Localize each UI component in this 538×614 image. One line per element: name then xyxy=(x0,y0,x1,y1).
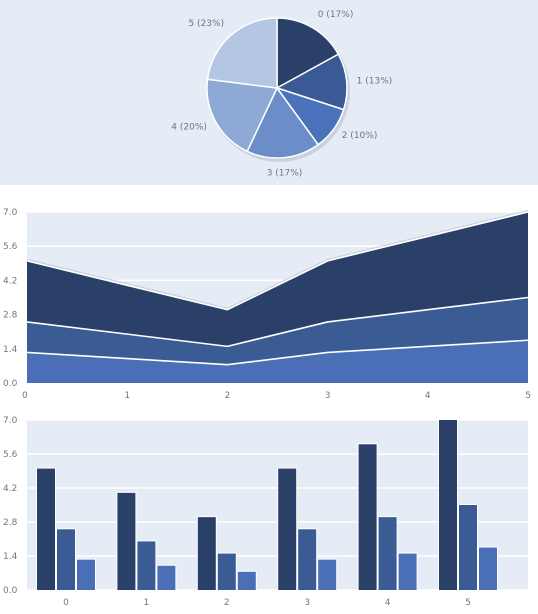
bar xyxy=(479,547,497,590)
area-series-line xyxy=(26,296,529,348)
x-tick-label: 0 xyxy=(63,598,69,608)
area-chart-panel: 0.0 1.4 2.8 4.2 5.6 7.0 0 1 2 3 4 5 xyxy=(0,200,538,405)
y-tick-label: 0.0 xyxy=(3,379,18,389)
area-series xyxy=(27,340,528,383)
pie-chart: 0 (17%) 1 (13%) 2 (10%) 3 (17%) 4 (20%) 5 (23… xyxy=(171,10,393,179)
bar xyxy=(137,541,156,590)
pie-slice-label: 3 (17%) xyxy=(267,169,303,179)
pie-slice xyxy=(206,17,278,89)
x-tick-label: 4 xyxy=(425,391,431,401)
x-tick-label: 2 xyxy=(224,598,230,608)
bar xyxy=(439,420,457,590)
bar xyxy=(378,517,397,590)
x-tick-label: 3 xyxy=(325,391,331,401)
bar xyxy=(217,553,236,590)
x-tick-label: 4 xyxy=(385,598,391,608)
pie-slice xyxy=(206,78,279,153)
area-top-outline xyxy=(26,210,529,309)
y-tick-label: 2.8 xyxy=(3,518,18,528)
x-tick-label: 2 xyxy=(225,391,231,401)
bar xyxy=(459,505,477,590)
pie-slice-label: 4 (20%) xyxy=(171,123,207,133)
bar xyxy=(117,492,136,590)
x-tick-label: 3 xyxy=(304,598,310,608)
y-tick-label: 5.6 xyxy=(3,242,18,252)
bar xyxy=(318,559,337,590)
bar xyxy=(358,444,377,590)
area-series-line xyxy=(26,339,529,366)
bar xyxy=(77,559,95,590)
y-tick-label: 1.4 xyxy=(3,552,18,562)
bar xyxy=(37,468,55,590)
x-tick-label: 5 xyxy=(525,391,531,401)
x-tick-label: 0 xyxy=(22,391,28,401)
y-tick-label: 4.2 xyxy=(3,484,17,494)
pie-slice xyxy=(275,53,348,111)
pie-slice-label: 1 (13%) xyxy=(357,76,393,86)
bar xyxy=(237,571,256,590)
pie-slice-label: 0 (17%) xyxy=(318,10,354,20)
x-tick-label: 5 xyxy=(465,598,471,608)
pie-slice-label: 2 (10%) xyxy=(342,131,378,141)
bar xyxy=(398,553,417,590)
bar xyxy=(157,565,176,590)
pie-chart-panel: 0 (17%) 1 (13%) 2 (10%) 3 (17%) 4 (20%) 5 (23… xyxy=(0,0,538,185)
x-tick-label: 1 xyxy=(144,598,150,608)
pie-slice xyxy=(246,86,320,159)
area-series xyxy=(27,212,528,347)
pie-slice-label: 5 (23%) xyxy=(188,19,224,29)
bar-chart-panel: 0.0 1.4 2.8 4.2 5.6 7.0 0 1 2 3 4 5 xyxy=(0,410,538,610)
area-series-line xyxy=(26,211,529,311)
area-series xyxy=(27,297,528,365)
bar xyxy=(298,529,317,590)
y-tick-label: 2.8 xyxy=(3,311,18,321)
grouped-bar-chart: 0.0 1.4 2.8 4.2 5.6 7.0 0 1 2 3 4 5 xyxy=(3,416,528,608)
stacked-area-chart: 0.0 1.4 2.8 4.2 5.6 7.0 0 1 2 3 4 5 xyxy=(3,208,531,401)
pie-slice xyxy=(276,17,340,90)
y-tick-label: 1.4 xyxy=(3,345,18,355)
y-tick-label: 7.0 xyxy=(3,208,18,218)
x-tick-label: 1 xyxy=(124,391,130,401)
bar xyxy=(197,517,216,590)
bar xyxy=(278,468,297,590)
y-tick-label: 0.0 xyxy=(3,586,18,596)
y-tick-label: 5.6 xyxy=(3,450,18,460)
y-tick-label: 4.2 xyxy=(3,276,17,286)
bar xyxy=(57,529,75,590)
y-tick-label: 7.0 xyxy=(3,416,18,426)
